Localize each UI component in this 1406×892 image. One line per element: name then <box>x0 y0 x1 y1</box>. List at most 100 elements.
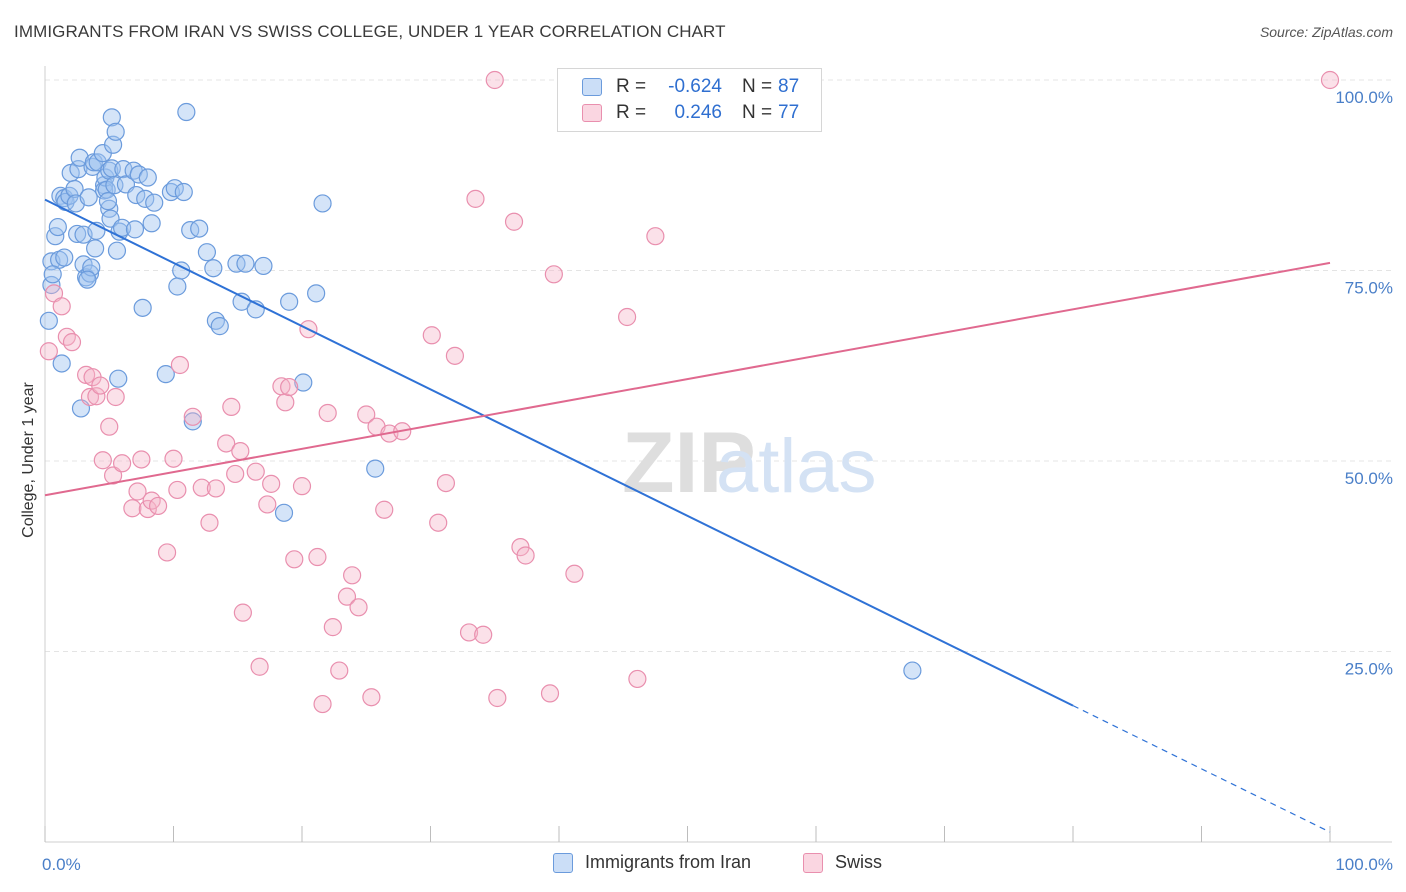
iran-point <box>65 179 84 199</box>
iran-point <box>274 503 294 522</box>
x-tick-label: 0.0% <box>42 855 81 874</box>
iran-point <box>68 224 87 244</box>
swiss-point <box>488 688 507 708</box>
iran-point <box>145 193 164 212</box>
swiss-point <box>93 451 112 470</box>
iran-trend-line <box>44 198 1074 707</box>
swiss-point <box>516 546 535 565</box>
swiss-point <box>246 462 265 481</box>
swiss-point <box>375 500 394 519</box>
series-legend-iran[interactable]: Immigrants from Iran <box>553 852 751 873</box>
swiss-point <box>168 480 187 500</box>
iran-point <box>280 292 299 311</box>
iran-point <box>86 239 105 258</box>
iran-point <box>78 270 97 289</box>
iran-point <box>52 354 71 373</box>
swiss-point <box>276 393 295 412</box>
swiss-point <box>170 355 190 375</box>
legend-row-swiss: R = 0.246 N = 77 <box>582 101 799 125</box>
y-tick-label: 50.0% <box>1345 469 1393 488</box>
swiss-point <box>262 474 281 493</box>
iran-point <box>307 284 326 303</box>
swiss-point <box>157 543 177 562</box>
iran-point <box>55 248 74 267</box>
iran-point <box>183 412 202 431</box>
swiss-point <box>362 688 381 707</box>
swiss-point <box>357 405 376 424</box>
legend-n-value: 77 <box>778 102 800 123</box>
x-tick-label: 100.0% <box>1335 855 1393 874</box>
iran-point <box>125 220 145 239</box>
swiss-point <box>466 189 485 208</box>
swiss-point <box>217 434 236 453</box>
swiss-point <box>565 564 584 583</box>
iran-point <box>174 182 193 202</box>
swiss-point <box>258 495 277 514</box>
swiss-point <box>459 623 479 642</box>
swiss-point <box>292 477 312 496</box>
swiss-point <box>422 326 441 345</box>
iran-point <box>366 459 385 478</box>
iran-point <box>133 298 152 317</box>
series-label-iran: Immigrants from Iran <box>585 852 752 872</box>
legend-r-value: -0.624 <box>668 76 722 97</box>
swiss-point <box>436 473 456 493</box>
legend-n-label: N = <box>742 76 773 97</box>
iran-point <box>100 161 119 180</box>
swiss-point <box>280 377 299 397</box>
swiss-point <box>544 265 563 284</box>
legend-swatch-iran <box>582 78 602 96</box>
iran-point <box>79 188 98 207</box>
swiss-point <box>445 346 465 365</box>
iran-point <box>138 168 157 187</box>
swiss-point <box>504 212 524 231</box>
swiss-point <box>233 603 252 622</box>
swiss-point <box>148 496 168 516</box>
grid-lines <box>45 79 1392 652</box>
series-legend-swiss[interactable]: Swiss <box>803 852 882 873</box>
iran-point <box>39 311 58 330</box>
iran-point <box>156 365 175 384</box>
swiss-point <box>87 387 106 406</box>
iran-point <box>98 192 118 211</box>
swiss-point <box>164 449 183 468</box>
iran-point <box>168 277 187 296</box>
iran-point <box>190 219 209 238</box>
iran-point <box>204 259 223 278</box>
swiss-point <box>128 482 147 501</box>
swiss-point <box>112 454 132 473</box>
series-label-swiss: Swiss <box>835 852 883 872</box>
legend-r-value: 0.246 <box>674 102 722 123</box>
series-swatch-iran <box>553 852 573 873</box>
swiss-point <box>250 657 269 676</box>
legend-row-iran: R = -0.624 N = 87 <box>582 75 799 99</box>
iran-point <box>70 148 89 167</box>
swiss-point <box>222 397 241 416</box>
swiss-point <box>100 417 119 436</box>
legend-r-label: R = <box>616 102 647 123</box>
swiss-point <box>618 307 637 327</box>
swiss-point <box>192 478 211 497</box>
y-axis-label: College, Under 1 year <box>20 382 37 538</box>
swiss-point <box>52 297 71 316</box>
legend-n-label: N = <box>742 102 773 123</box>
y-tick-label: 100.0% <box>1335 88 1393 107</box>
iran-point <box>210 317 229 336</box>
swiss-point <box>313 694 332 714</box>
swiss-point <box>62 333 82 352</box>
swiss-point <box>206 479 226 498</box>
source-credit: Source: ZipAtlas.com <box>1259 24 1393 40</box>
swiss-point <box>91 376 110 395</box>
swiss-point <box>485 70 504 90</box>
iran-point <box>48 217 67 237</box>
legend-n-value: 87 <box>778 76 800 97</box>
iran-point <box>102 108 121 127</box>
tick-labels: 25.0% 50.0% 75.0% 100.0% 0.0% 100.0% <box>42 88 1393 874</box>
swiss-point <box>349 598 368 617</box>
iran-point <box>165 179 184 198</box>
swiss-point <box>200 513 219 532</box>
swiss-point <box>343 566 362 585</box>
swiss-point <box>106 387 125 407</box>
correlation-legend: R = -0.624 N = 87 R = 0.246 N = 77 <box>557 68 822 132</box>
